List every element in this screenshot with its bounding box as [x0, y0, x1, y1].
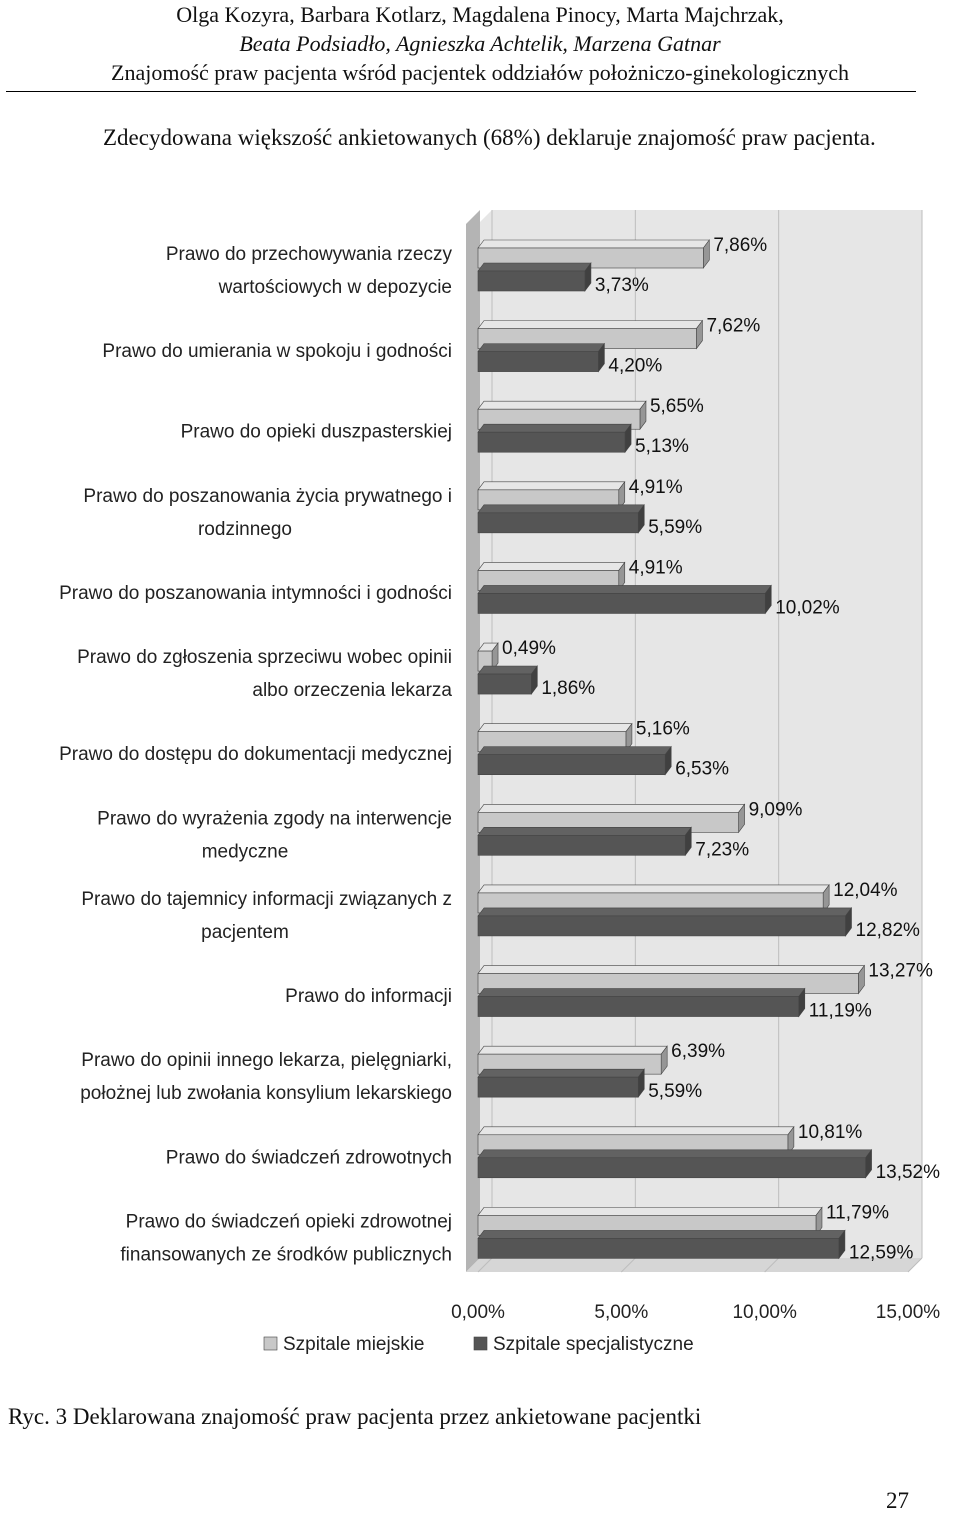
category-label-8-0: Prawo do tajemnicy informacji związanych…	[81, 889, 452, 910]
bar-s1-c1	[477, 342, 606, 373]
category-label-4-0: Prawo do poszanowania intymności i godno…	[59, 583, 452, 604]
x-tick-label-0: 0,00%	[451, 1302, 505, 1323]
intro-paragraph: Zdecydowana większość ankietowanych (68%…	[103, 125, 876, 150]
value-label-s0-c6: 5,16%	[636, 719, 690, 740]
x-tick-label-1: 5,00%	[594, 1302, 648, 1323]
category-label-7-1: medyczne	[202, 841, 289, 862]
value-label-s0-c9: 13,27%	[868, 961, 933, 982]
page-number: 27	[886, 1488, 909, 1513]
value-label-s0-c5: 0,49%	[502, 638, 556, 659]
value-label-s1-c1: 4,20%	[608, 356, 662, 377]
category-label-1-0: Prawo do umierania w spokoju i godności	[102, 341, 452, 362]
plot-side-wall	[466, 210, 480, 1272]
bar-s1-c10	[477, 1068, 645, 1099]
value-label-s1-c0: 3,73%	[595, 275, 649, 296]
value-label-s1-c12: 12,59%	[849, 1242, 914, 1263]
value-label-s1-c10: 5,59%	[648, 1081, 702, 1102]
category-label-5-1: albo orzeczenia lekarza	[252, 680, 452, 701]
bar-s1-c9	[477, 987, 806, 1018]
value-label-s0-c10: 6,39%	[671, 1041, 725, 1062]
value-label-s1-c8: 12,82%	[856, 920, 921, 941]
authors-line-1: Olga Kozyra, Barbara Kotlarz, Magdalena …	[176, 2, 784, 27]
rights-knowledge-chart: 7,86% 3,73% Prawo do przechowywania rzeczy…	[59, 210, 941, 1355]
x-tick-label-3: 15,00%	[876, 1302, 941, 1323]
authors-line-2: Beata Podsiadło, Agnieszka Achtelik, Mar…	[239, 31, 721, 56]
category-label-2-0: Prawo do opieki duszpasterskiej	[181, 422, 452, 443]
figure-caption: Ryc. 3 Deklarowana znajomość praw pacjen…	[8, 1404, 702, 1429]
category-label-11-0: Prawo do świadczeń zdrowotnych	[166, 1147, 452, 1168]
category-label-10-1: położnej lub zwołania konsylium lekarski…	[80, 1083, 452, 1104]
bar-s1-c0	[477, 262, 592, 292]
bar-s1-c7	[477, 826, 692, 857]
bar-s1-c12	[477, 1229, 846, 1260]
category-label-7-0: Prawo do wyrażenia zgody na interwencje	[97, 808, 452, 829]
gridline-floor-0	[477, 1257, 493, 1273]
article-title: Znajomość praw pacjenta wśród pacjentek …	[111, 60, 849, 85]
value-label-s0-c12: 11,79%	[826, 1202, 889, 1223]
value-label-s0-c0: 7,86%	[713, 235, 767, 256]
value-label-s1-c3: 5,59%	[648, 517, 702, 538]
value-label-s1-c7: 7,23%	[695, 839, 749, 860]
bar-s1-c4	[477, 584, 772, 615]
header-rule	[6, 91, 916, 92]
category-label-9-0: Prawo do informacji	[285, 986, 452, 1007]
page-header: Olga Kozyra, Barbara Kotlarz, Magdalena …	[0, 0, 960, 87]
value-label-s0-c8: 12,04%	[833, 880, 898, 901]
value-label-s0-c4: 4,91%	[629, 557, 683, 578]
gridline-floor-1	[620, 1257, 636, 1273]
value-label-s0-c1: 7,62%	[706, 316, 760, 337]
bar-s1-c5	[477, 665, 538, 695]
bar-s1-c6	[477, 745, 672, 776]
value-label-s0-c7: 9,09%	[749, 799, 803, 820]
category-label-3-0: Prawo do poszanowania życia prywatnego i	[83, 486, 452, 507]
bar-s1-c3	[477, 503, 645, 534]
value-label-s0-c11: 10,81%	[798, 1122, 863, 1143]
plot-floor	[466, 1258, 922, 1272]
category-label-8-1: pacjentem	[201, 922, 289, 943]
category-label-0-0: Prawo do przechowywania rzeczy	[166, 244, 453, 265]
value-label-s1-c4: 10,02%	[775, 597, 840, 618]
category-label-6-0: Prawo do dostępu do dokumentacji medyczn…	[59, 744, 452, 765]
legend-label-1: Szpitale specjalistyczne	[493, 1334, 694, 1355]
category-label-0-1: wartościowych w depozycie	[218, 277, 452, 298]
bar-s1-c2	[477, 423, 632, 454]
bar-s1-c11	[477, 1148, 873, 1179]
category-label-5-0: Prawo do zgłoszenia sprzeciwu wobec opin…	[77, 647, 452, 668]
value-label-s1-c2: 5,13%	[635, 436, 689, 457]
value-label-s0-c2: 5,65%	[650, 396, 704, 417]
category-label-10-0: Prawo do opinii innego lekarza, pielęgni…	[81, 1050, 452, 1071]
value-label-s0-c3: 4,91%	[629, 477, 683, 498]
category-label-3-1: rodzinnego	[198, 519, 292, 540]
legend-label-0: Szpitale miejskie	[283, 1334, 425, 1355]
category-label-12-0: Prawo do świadczeń opieki zdrowotnej	[126, 1211, 452, 1232]
legend-swatch-0	[263, 1336, 278, 1351]
category-label-12-1: finansowanych ze środków publicznych	[120, 1244, 452, 1265]
value-label-s1-c6: 6,53%	[675, 759, 729, 780]
gridline-floor-3	[907, 1257, 923, 1273]
value-label-s1-c5: 1,86%	[541, 678, 595, 699]
legend-swatch-1	[473, 1336, 488, 1351]
gridline-floor-2	[764, 1257, 780, 1273]
bar-s1-c8	[477, 907, 853, 937]
value-label-s1-c9: 11,19%	[809, 1001, 872, 1022]
value-label-s1-c11: 13,52%	[876, 1162, 941, 1183]
x-tick-label-2: 10,00%	[732, 1302, 797, 1323]
